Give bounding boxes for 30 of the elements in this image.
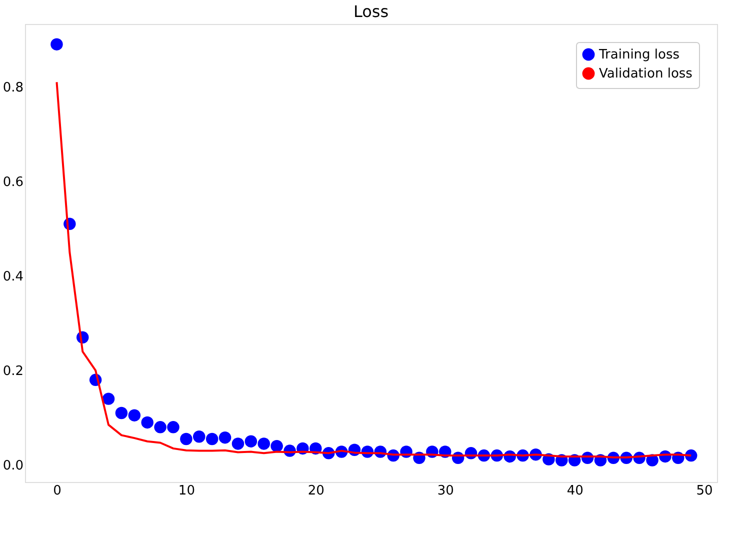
legend-label: Training loss — [598, 48, 680, 62]
point — [141, 416, 154, 429]
point — [50, 38, 63, 50]
point — [115, 406, 128, 420]
point — [206, 432, 218, 446]
x-tick-label: 50 — [696, 484, 713, 498]
x-tick-label: 20 — [308, 484, 324, 498]
x-tick-label: 10 — [178, 484, 195, 498]
y-tick-label: 0.2 — [2, 364, 24, 379]
point — [258, 438, 270, 450]
point — [270, 440, 283, 452]
point — [167, 421, 180, 434]
point — [218, 431, 232, 444]
y-tick-label: 0.6 — [2, 174, 24, 190]
point — [684, 449, 698, 462]
y-tick-label: 0.8 — [2, 80, 24, 96]
x-tick-label: 40 — [566, 484, 584, 498]
point — [128, 409, 141, 422]
point — [232, 438, 244, 450]
point — [244, 435, 258, 448]
point — [102, 392, 115, 405]
point — [193, 430, 206, 443]
x-tick-label: 30 — [437, 484, 454, 498]
x-tick-label: 0 — [53, 484, 62, 498]
point — [180, 432, 192, 446]
point — [154, 421, 166, 434]
legend-label: Validation loss — [599, 66, 693, 82]
y-tick-label: 0.4 — [2, 269, 24, 284]
y-tick-label: 0.0 — [2, 458, 24, 474]
chart-title: Loss — [353, 2, 389, 21]
